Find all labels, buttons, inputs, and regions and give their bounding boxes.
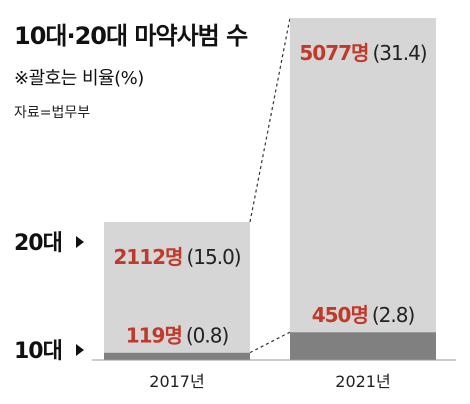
source-note: 자료=법무부 [14,105,91,121]
x-tick-label-2021: 2021년 [335,372,390,391]
x-tick-labels-group: 2017년 2021년 [149,372,390,391]
connector-lines [249,17,291,354]
connector-line-20 [249,17,291,223]
bar-10-2021 [290,332,436,360]
series-label-20: 20대 [14,231,62,256]
bars-group [92,18,456,361]
series-marker-10 [76,344,84,356]
bar-10-2017 [104,352,250,360]
series-labels-group: 10대 20대 [14,231,84,364]
series-label-10: 10대 [14,339,62,364]
x-tick-label-2017: 2017년 [149,372,204,391]
value-labels-group: 119명 (0.8) 2112명 (15.0) 450명 (2.8) 5077명 (31.4) [113,41,427,348]
bar-20-2017 [104,221,250,353]
percent-note: ※괄호는 비율(%) [14,68,144,89]
connector-line-10 [249,331,291,354]
series-marker-20 [76,236,84,248]
chart-title: 10대·20대 마약사범 수 [14,22,248,50]
bar-20-2021 [290,18,436,333]
value-label-10-2017: 119명 (0.8) [126,324,229,348]
value-label-20-2017: 2112명 (15.0) [113,245,240,269]
value-label-20-2021: 5077명 (31.4) [299,41,426,65]
value-label-10-2021: 450명 (2.8) [312,303,415,327]
